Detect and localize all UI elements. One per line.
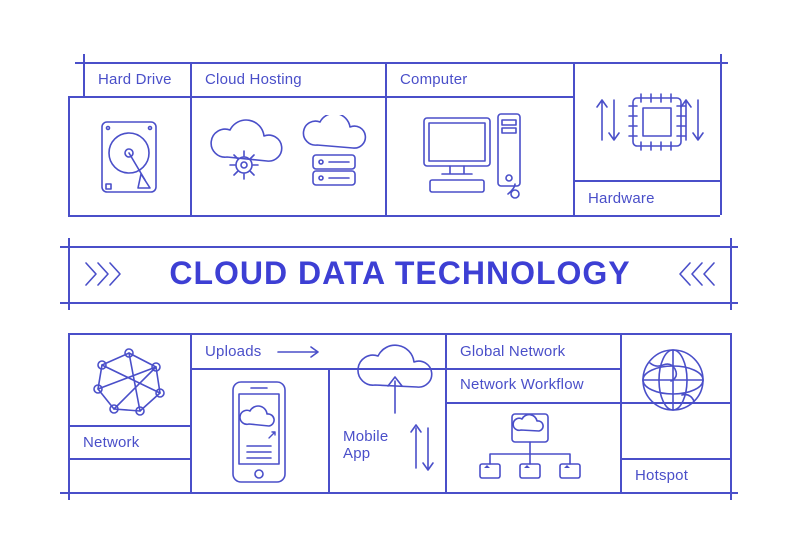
cloud-gear-icon (205, 115, 283, 190)
label-mobile-app: Mobile App (343, 428, 413, 463)
label-network: Network (83, 434, 139, 451)
computer-icon (420, 110, 530, 200)
arrow-uploads-icon (276, 341, 326, 363)
arrow-up-icon (384, 375, 406, 415)
globe-icon (638, 345, 708, 415)
network-graph-icon (90, 345, 168, 417)
chevron-right-icon (82, 259, 122, 289)
cpu-chip-icon (590, 80, 710, 170)
label-computer: Computer (400, 71, 467, 88)
label-network-workflow: Network Workflow (460, 376, 584, 393)
label-uploads: Uploads (205, 343, 261, 360)
chevron-left-icon (678, 259, 718, 289)
cloud-server-icon (295, 115, 373, 193)
label-hardware: Hardware (588, 190, 655, 207)
label-hotspot: Hotspot (635, 467, 688, 484)
arrows-updown-icon (408, 420, 436, 475)
smartphone-icon (225, 378, 293, 488)
page-title: CLOUD DATA TECHNOLOGY (128, 255, 672, 292)
workflow-icon (470, 410, 590, 485)
hard-drive-icon (98, 118, 160, 196)
label-cloud-hosting: Cloud Hosting (205, 71, 302, 88)
label-hard-drive: Hard Drive (98, 71, 172, 88)
label-global-network: Global Network (460, 343, 565, 360)
